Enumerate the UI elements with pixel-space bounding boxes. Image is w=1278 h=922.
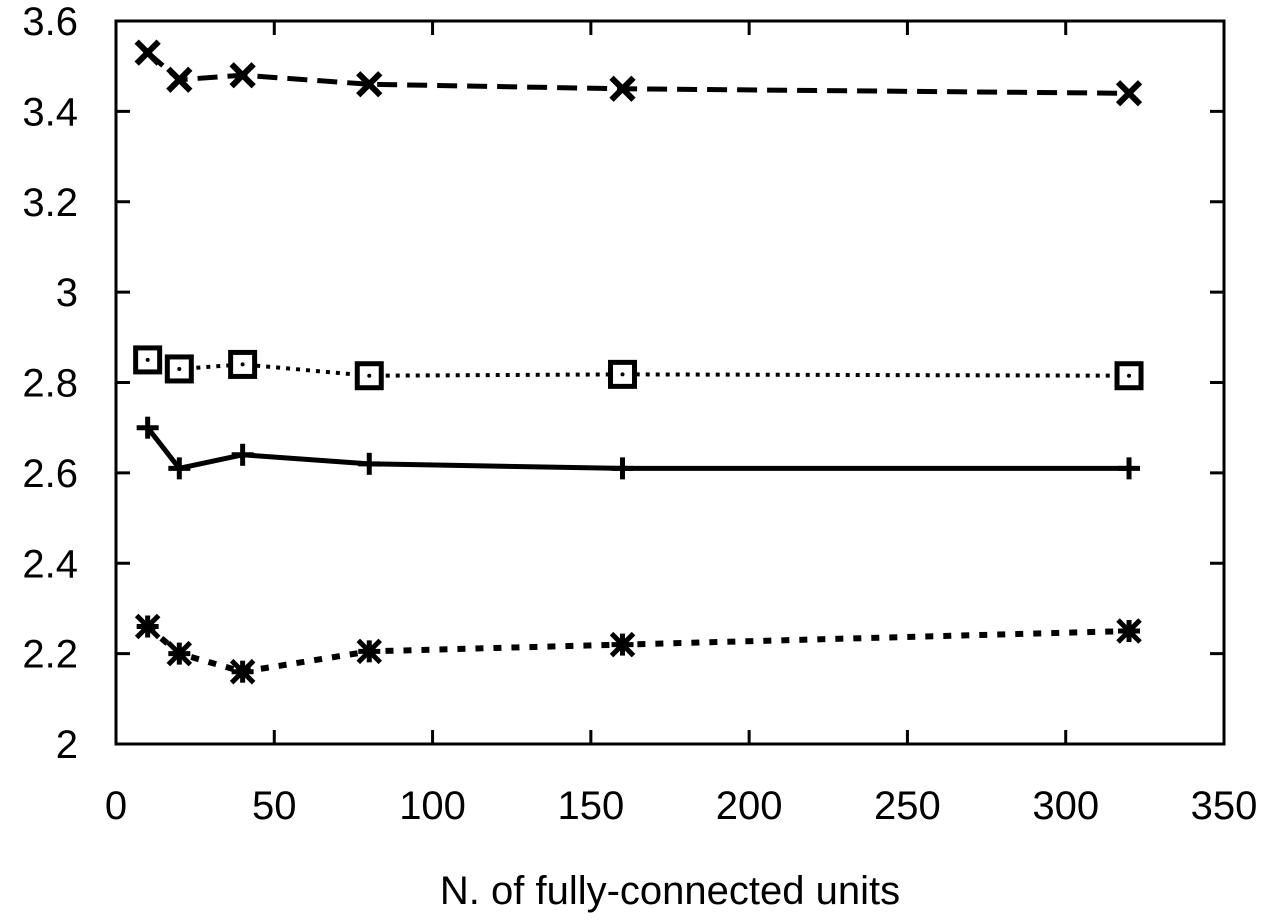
data-point bbox=[611, 457, 634, 480]
marker-x-stroke bbox=[134, 39, 161, 66]
marker-center-dot bbox=[620, 372, 625, 377]
marker-center-dot bbox=[367, 373, 372, 378]
data-point bbox=[134, 39, 161, 66]
data-point bbox=[1115, 80, 1143, 107]
data-point bbox=[133, 345, 163, 375]
y-tick-label: 2.4 bbox=[22, 542, 78, 586]
data-point bbox=[608, 359, 638, 389]
y-ticks: 2 2.2 2.4 2.6 2.8 3 3.2 3.4 3.6 bbox=[22, 0, 1224, 767]
data-point bbox=[228, 349, 258, 379]
marker-center-dot bbox=[240, 362, 245, 367]
data-point bbox=[1114, 361, 1144, 391]
data-point bbox=[354, 361, 384, 391]
x-tick-label: 0 bbox=[105, 784, 127, 828]
data-point bbox=[166, 66, 193, 93]
data-point bbox=[166, 640, 193, 667]
x-tick-label: 300 bbox=[1032, 784, 1099, 828]
data-point bbox=[229, 62, 256, 89]
data-point bbox=[134, 613, 161, 640]
y-tick-label: 3.2 bbox=[22, 181, 78, 225]
y-tick-label: 3.6 bbox=[22, 0, 78, 44]
data-point bbox=[164, 354, 194, 384]
x-tick-label: 200 bbox=[716, 784, 783, 828]
series-2 bbox=[133, 345, 1144, 391]
data-point bbox=[609, 75, 636, 102]
series-3 bbox=[136, 416, 1141, 480]
x-tick-label: 100 bbox=[399, 784, 466, 828]
y-tick-label: 3.4 bbox=[22, 90, 78, 134]
data-point bbox=[356, 71, 383, 98]
marker-x-stroke bbox=[1115, 80, 1143, 107]
series-line bbox=[145, 624, 1130, 675]
x-tick-label: 350 bbox=[1191, 784, 1258, 828]
x-tick-label: 250 bbox=[874, 784, 941, 828]
series-line bbox=[146, 50, 1130, 96]
data-point bbox=[168, 457, 191, 480]
marker-x-stroke bbox=[609, 75, 636, 102]
series-1 bbox=[134, 39, 1143, 107]
series-line bbox=[147, 357, 1130, 378]
data-point bbox=[136, 416, 159, 439]
marker-center-dot bbox=[177, 366, 182, 371]
x-axis-label: N. of fully-connected units bbox=[440, 869, 900, 913]
data-point bbox=[609, 631, 636, 658]
data-point bbox=[229, 658, 256, 685]
y-tick-label: 3 bbox=[56, 271, 78, 315]
data-point bbox=[356, 638, 383, 665]
marker-x-stroke bbox=[229, 62, 256, 89]
data-point bbox=[1118, 457, 1141, 480]
marker-x-stroke bbox=[166, 66, 193, 93]
y-tick-label: 2.8 bbox=[22, 362, 78, 406]
marker-x-stroke bbox=[356, 71, 383, 98]
x-tick-label: 50 bbox=[252, 784, 297, 828]
x-ticks: 0 50 100 150 200 250 300 350 bbox=[105, 21, 1258, 828]
data-point bbox=[358, 452, 381, 475]
marker-center-dot bbox=[1127, 373, 1132, 378]
marker-square bbox=[164, 354, 194, 384]
series-layer bbox=[133, 39, 1144, 685]
data-point bbox=[231, 443, 254, 466]
y-tick-label: 2.6 bbox=[22, 452, 78, 496]
series-4 bbox=[134, 613, 1142, 685]
series-line bbox=[145, 426, 1130, 471]
y-tick-label: 2.2 bbox=[22, 633, 78, 677]
data-point bbox=[1116, 618, 1142, 644]
y-tick-label: 2 bbox=[56, 723, 78, 767]
x-tick-label: 150 bbox=[557, 784, 624, 828]
marker-center-dot bbox=[145, 357, 150, 362]
